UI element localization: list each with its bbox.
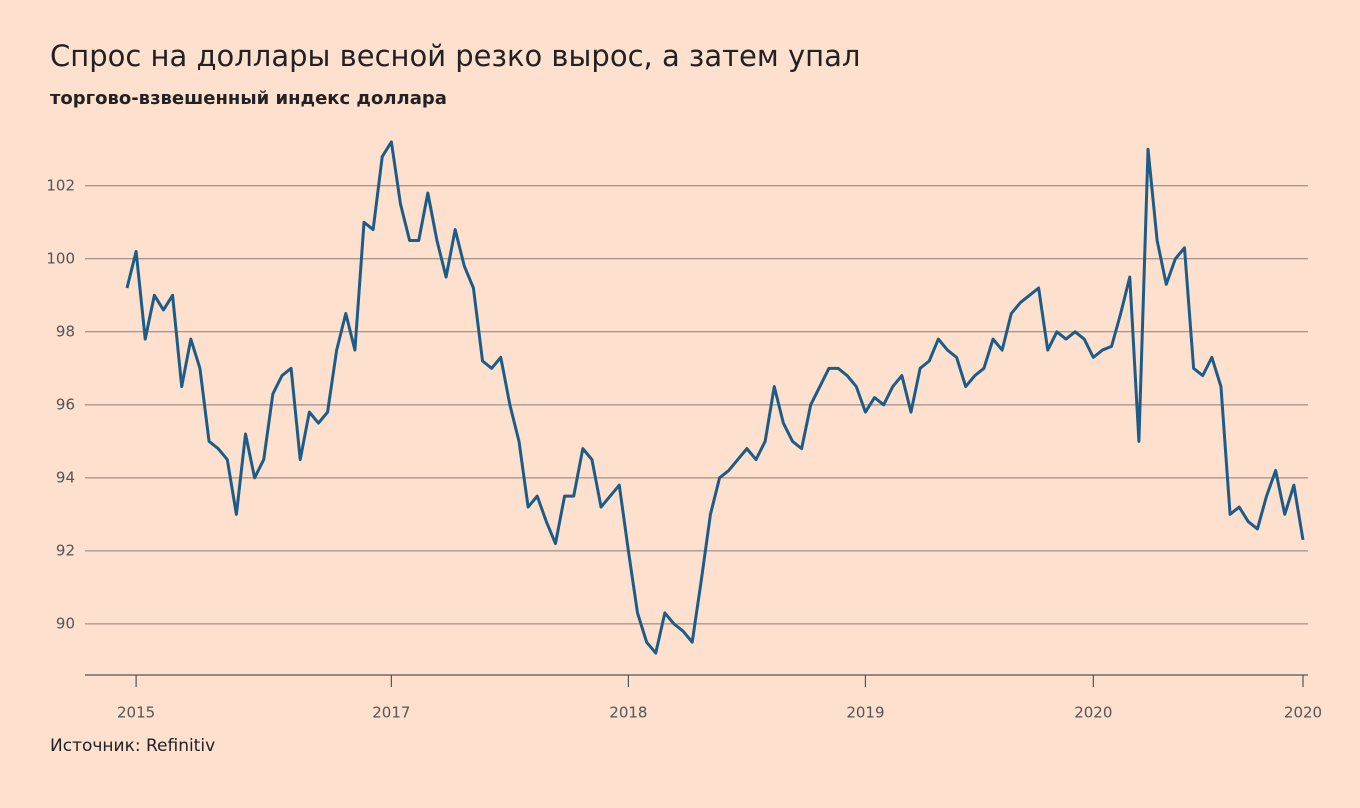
x-tick-label: 2019 — [846, 704, 884, 722]
y-tick-label: 100 — [46, 249, 75, 267]
y-tick-label: 98 — [56, 322, 75, 340]
y-tick-label: 96 — [56, 395, 75, 413]
x-tick-label: 2020 — [1284, 704, 1322, 722]
y-tick-label: 92 — [56, 541, 75, 559]
data-line — [125, 140, 1305, 655]
chart-subtitle: торгово-взвешенный индекс доллара — [50, 88, 447, 109]
x-tick-label: 2020 — [1074, 704, 1112, 722]
x-tick-label: 2018 — [609, 704, 647, 722]
y-tick-label: 94 — [56, 468, 75, 486]
chart-title: Спрос на доллары весной резко вырос, а з… — [50, 39, 860, 73]
y-tick-label: 102 — [46, 176, 75, 194]
x-tick-label: 2017 — [372, 704, 410, 722]
source: Источник: Refinitiv — [50, 736, 215, 756]
x-tick-label: 2015 — [117, 704, 155, 722]
y-tick-label: 90 — [56, 614, 75, 632]
